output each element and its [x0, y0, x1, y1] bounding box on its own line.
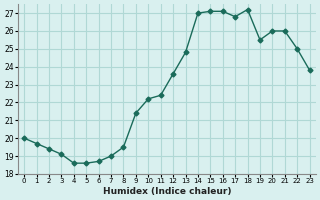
X-axis label: Humidex (Indice chaleur): Humidex (Indice chaleur)	[103, 187, 231, 196]
